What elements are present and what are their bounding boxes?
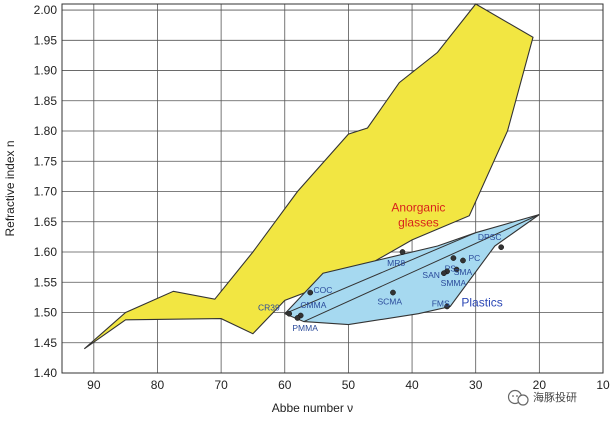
data-label-cr39: CR39	[258, 303, 280, 313]
data-point-fms	[444, 303, 450, 310]
watermark-text: 海豚投研	[533, 390, 577, 404]
data-label-cmma: CMMA	[300, 300, 326, 310]
y-tick-label: 1.50	[34, 306, 58, 320]
x-tick-label: 50	[342, 378, 356, 392]
y-tick-label: 1.95	[34, 33, 58, 47]
plot-frame	[61, 3, 604, 374]
x-tick-label: 70	[214, 378, 228, 392]
data-point-pc	[460, 257, 466, 264]
y-tick-label: 1.85	[34, 94, 58, 108]
x-tick-label: 20	[533, 378, 547, 392]
data-label-mr8: MR8	[387, 258, 405, 268]
y-tick-label: 1.80	[34, 124, 58, 138]
data-point-ps	[450, 255, 457, 261]
data-label-san: SAN	[422, 270, 439, 280]
x-tick-label: 80	[151, 378, 165, 392]
y-tick-label: 1.40	[34, 366, 58, 380]
x-tick-label: 60	[278, 378, 292, 392]
data-label-smma: SMMA	[441, 278, 467, 288]
data-label-fms: FMS	[432, 298, 450, 308]
data-point-cr39	[286, 310, 293, 317]
region-inner-line	[303, 214, 540, 323]
tick-labels: 90 80 70 60 50 40 30 20 10 1.40 1.45 1.50 1.55 1.60 1.…	[34, 3, 610, 392]
region-labels: Anorganic glasses Plastics	[391, 200, 502, 309]
region-label-anorganic-glasses: Anorganic glasses	[391, 200, 445, 229]
data-label-coc: COC	[314, 285, 333, 295]
data-label-scma: SCMA	[378, 297, 403, 307]
inner-lines	[284, 214, 540, 323]
data-point-dpsc	[498, 244, 505, 251]
y-tick-label: 1.75	[34, 154, 58, 168]
data-point-smma	[441, 270, 447, 277]
data-point-scma	[390, 289, 396, 296]
x-tick-label: 10	[596, 378, 610, 392]
data-label-dpsc: DPSC	[478, 232, 502, 242]
y-tick-label: 1.45	[34, 336, 58, 350]
region-plastics	[283, 213, 540, 326]
data-label-ps: PS	[445, 263, 457, 273]
watermark: 海豚投研	[507, 389, 577, 406]
y-tick-label: 1.60	[34, 245, 58, 259]
x-tick-label: 30	[469, 378, 483, 392]
x-axis-title: Abbe number ν	[272, 401, 353, 415]
y-axis-title: Refractive index n	[3, 140, 17, 236]
region-label-plastics: Plastics	[461, 295, 502, 309]
data-point-pmma	[294, 315, 301, 321]
chat-bubble-icon	[507, 389, 529, 406]
x-tick-label: 40	[405, 378, 419, 392]
y-tick-label: 2.00	[34, 3, 58, 17]
data-point-mr8	[399, 249, 406, 255]
data-point-coc	[307, 289, 314, 296]
data-point-sma	[453, 266, 460, 273]
x-tick-label: 90	[87, 378, 101, 392]
y-tick-label: 1.70	[34, 185, 58, 199]
data-label-sma: SMA	[454, 267, 473, 277]
data-label-pc: PC	[469, 253, 481, 263]
y-tick-label: 1.55	[34, 275, 58, 289]
data-label-pmma: PMMA	[292, 323, 318, 333]
y-tick-label: 1.65	[34, 215, 58, 229]
y-tick-label: 1.90	[34, 64, 58, 78]
region-inner-line	[284, 232, 476, 315]
